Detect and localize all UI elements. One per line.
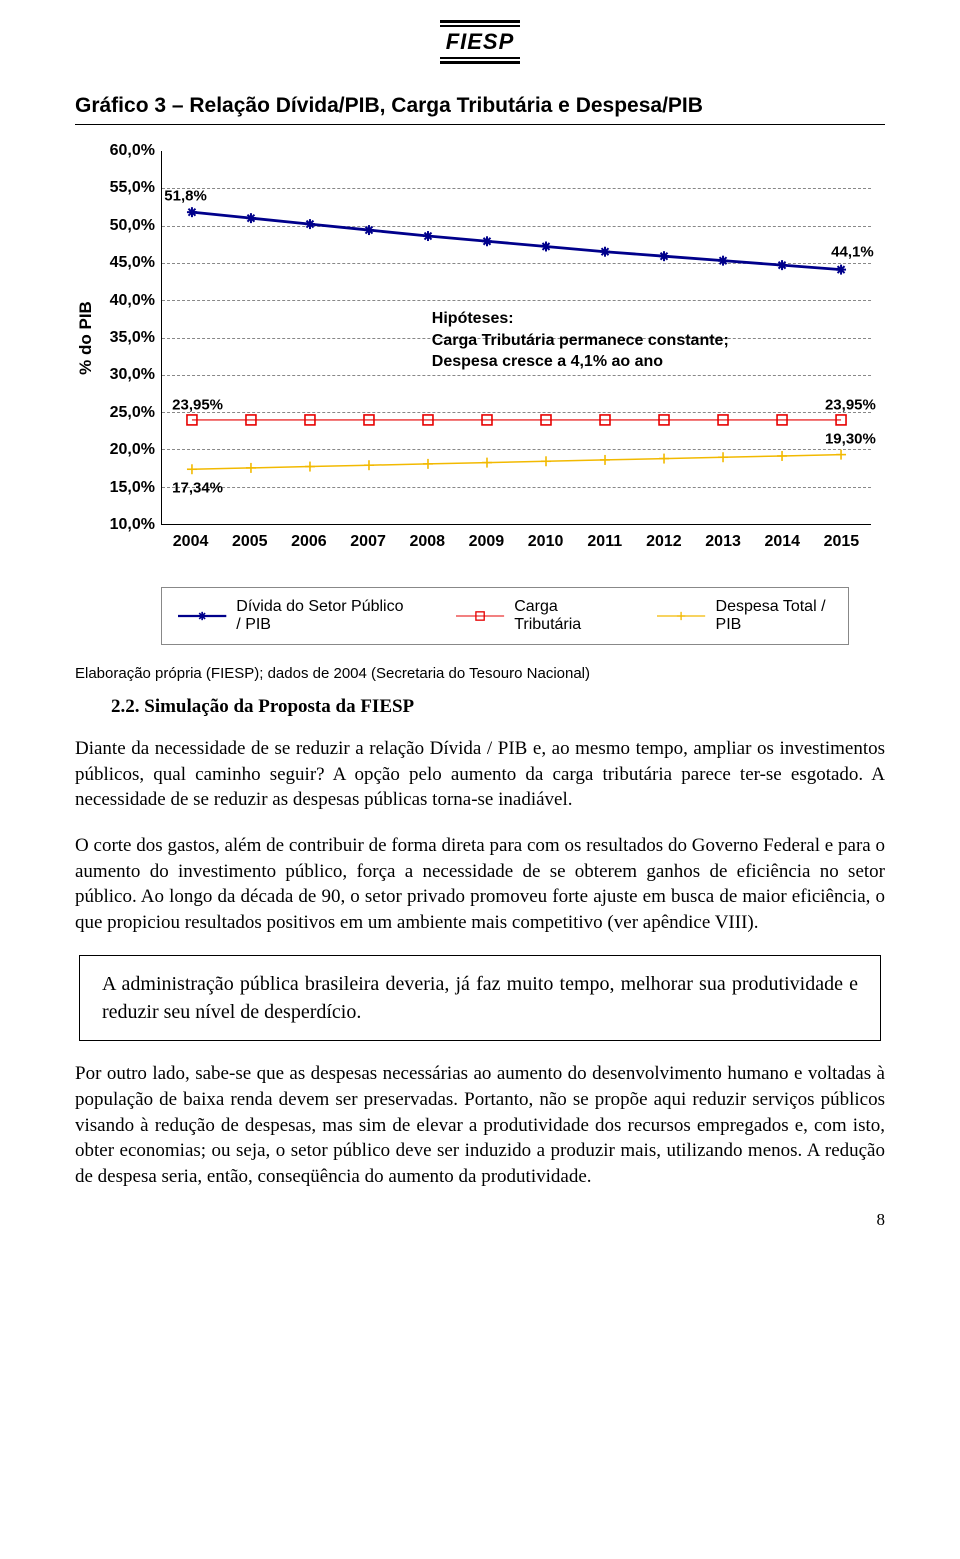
page-number: 8 bbox=[75, 1210, 885, 1230]
chart-container: % do PIB Hipóteses: Carga Tributária per… bbox=[75, 151, 885, 571]
data-label: 19,30% bbox=[825, 431, 876, 448]
y-tick: 35,0% bbox=[99, 329, 155, 347]
x-tick: 2005 bbox=[232, 533, 268, 551]
x-tick: 2009 bbox=[469, 533, 505, 551]
data-label: 17,34% bbox=[172, 480, 223, 497]
y-tick: 15,0% bbox=[99, 479, 155, 497]
hypotheses-text: Hipóteses: Carga Tributária permanece co… bbox=[432, 308, 729, 373]
x-tick: 2015 bbox=[824, 533, 860, 551]
x-tick: 2010 bbox=[528, 533, 564, 551]
y-tick: 10,0% bbox=[99, 516, 155, 534]
legend-item-carga: Carga Tributária bbox=[456, 598, 609, 634]
highlight-box: A administração pública brasileira dever… bbox=[79, 955, 881, 1041]
x-tick: 2007 bbox=[350, 533, 386, 551]
y-tick: 20,0% bbox=[99, 441, 155, 459]
y-axis-label: % do PIB bbox=[75, 151, 97, 525]
legend-marker-carga bbox=[456, 607, 504, 625]
x-tick: 2014 bbox=[764, 533, 800, 551]
paragraph-3: Por outro lado, sabe-se que as despesas … bbox=[75, 1061, 885, 1189]
x-tick: 2011 bbox=[587, 533, 622, 551]
x-tick: 2006 bbox=[291, 533, 327, 551]
fiesp-logo: FIESP bbox=[440, 20, 521, 64]
data-label: 51,8% bbox=[164, 188, 207, 205]
chart-title: Gráfico 3 – Relação Dívida/PIB, Carga Tr… bbox=[75, 94, 885, 125]
paragraph-2: O corte dos gastos, além de contribuir d… bbox=[75, 833, 885, 936]
legend-item-despesa: Despesa Total / PIB bbox=[657, 598, 832, 634]
y-tick: 45,0% bbox=[99, 254, 155, 272]
x-tick: 2013 bbox=[705, 533, 741, 551]
y-tick: 55,0% bbox=[99, 179, 155, 197]
x-tick: 2012 bbox=[646, 533, 682, 551]
x-tick: 2004 bbox=[173, 533, 209, 551]
plot-area: Hipóteses: Carga Tributária permanece co… bbox=[161, 151, 871, 525]
section-heading: 2.2. Simulação da Proposta da FIESP bbox=[111, 696, 885, 718]
data-label: 23,95% bbox=[172, 396, 223, 413]
logo-text: FIESP bbox=[440, 25, 521, 59]
logo-block: FIESP bbox=[75, 20, 885, 64]
legend-item-divida: Dívida do Setor Público / PIB bbox=[178, 598, 408, 634]
legend-marker-divida bbox=[178, 607, 226, 625]
y-tick: 50,0% bbox=[99, 217, 155, 235]
chart-legend: Dívida do Setor Público / PIB Carga Trib… bbox=[161, 587, 849, 645]
x-tick: 2008 bbox=[409, 533, 445, 551]
highlight-box-text: A administração pública brasileira dever… bbox=[102, 970, 858, 1026]
legend-label-carga: Carga Tributária bbox=[514, 598, 609, 634]
y-tick: 40,0% bbox=[99, 292, 155, 310]
y-tick: 30,0% bbox=[99, 366, 155, 384]
data-label: 44,1% bbox=[831, 243, 874, 260]
y-tick: 60,0% bbox=[99, 142, 155, 160]
data-label: 23,95% bbox=[825, 396, 876, 413]
legend-label-despesa: Despesa Total / PIB bbox=[716, 598, 832, 634]
chart-elaboration: Elaboração própria (FIESP); dados de 200… bbox=[75, 665, 885, 682]
legend-label-divida: Dívida do Setor Público / PIB bbox=[236, 598, 408, 634]
legend-marker-despesa bbox=[657, 607, 705, 625]
paragraph-1: Diante da necessidade de se reduzir a re… bbox=[75, 736, 885, 813]
y-tick: 25,0% bbox=[99, 404, 155, 422]
